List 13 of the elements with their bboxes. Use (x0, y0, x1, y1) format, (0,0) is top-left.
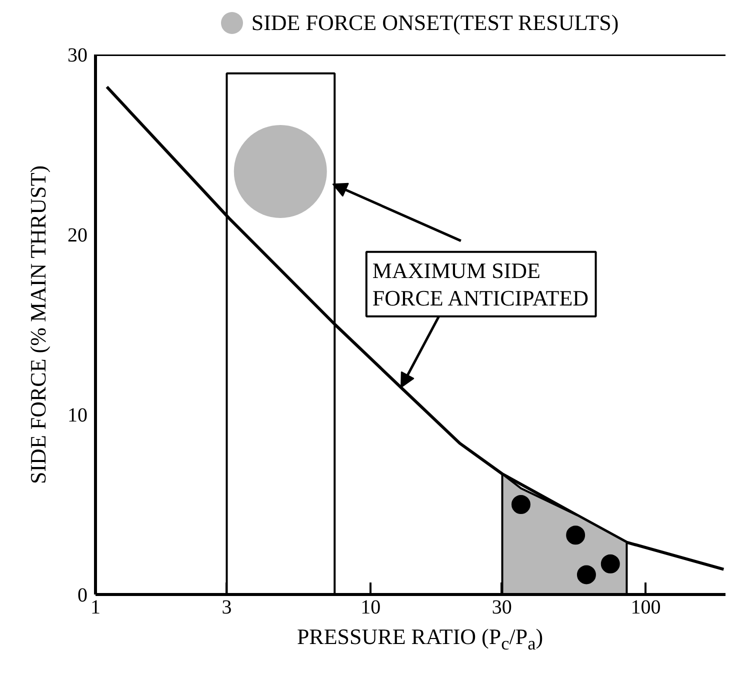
x-tick-label: 10 (360, 596, 381, 618)
x-tick-label: 30 (492, 596, 512, 618)
annotation: MAXIMUM SIDE FORCE ANTICIPATED (372, 258, 589, 310)
y-axis-title: SIDE FORCE (% MAIN THRUST) (26, 165, 50, 484)
x-tick-label: 3 (222, 596, 232, 618)
y-tick-label: 10 (68, 404, 88, 426)
y-tick-label: 20 (68, 224, 88, 246)
x-axis-title: PRESSURE RATIO (P$_{c}$/P$_{a}$) (296, 622, 544, 656)
x-tick-label: 100 (630, 596, 661, 618)
x-tick-label: 1 (90, 596, 100, 618)
y-tick-label: 0 (78, 584, 88, 606)
legend-label: SIDE FORCE ONSET(TEST RESULTS) (251, 10, 619, 36)
y-tick-label: 30 (68, 44, 88, 66)
